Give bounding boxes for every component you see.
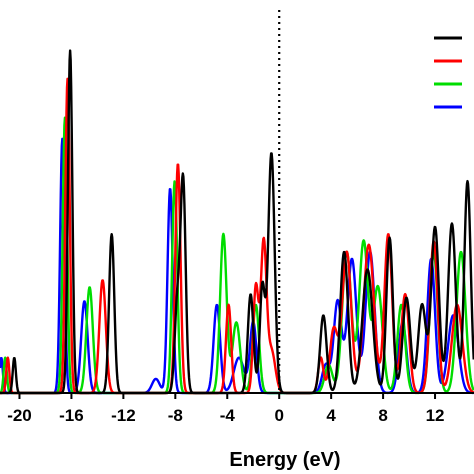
x-tick-label: -4 (220, 406, 236, 425)
x-tick-label: -20 (7, 406, 32, 425)
legend (434, 36, 462, 109)
x-tick-label: 12 (426, 406, 445, 425)
x-ticks: -20 -16 -12 -8 -4 0 4 8 12 (7, 393, 445, 425)
x-tick-label: 0 (274, 406, 283, 425)
x-tick-label: -16 (59, 406, 84, 425)
x-tick-label: 8 (378, 406, 387, 425)
x-axis-title: Energy (eV) (229, 449, 340, 471)
x-tick-label: 4 (326, 406, 336, 425)
x-tick-label: -8 (168, 406, 183, 425)
series-layer (0, 49, 474, 395)
series-line-4 (0, 137, 474, 395)
x-tick-label: -12 (111, 406, 136, 425)
